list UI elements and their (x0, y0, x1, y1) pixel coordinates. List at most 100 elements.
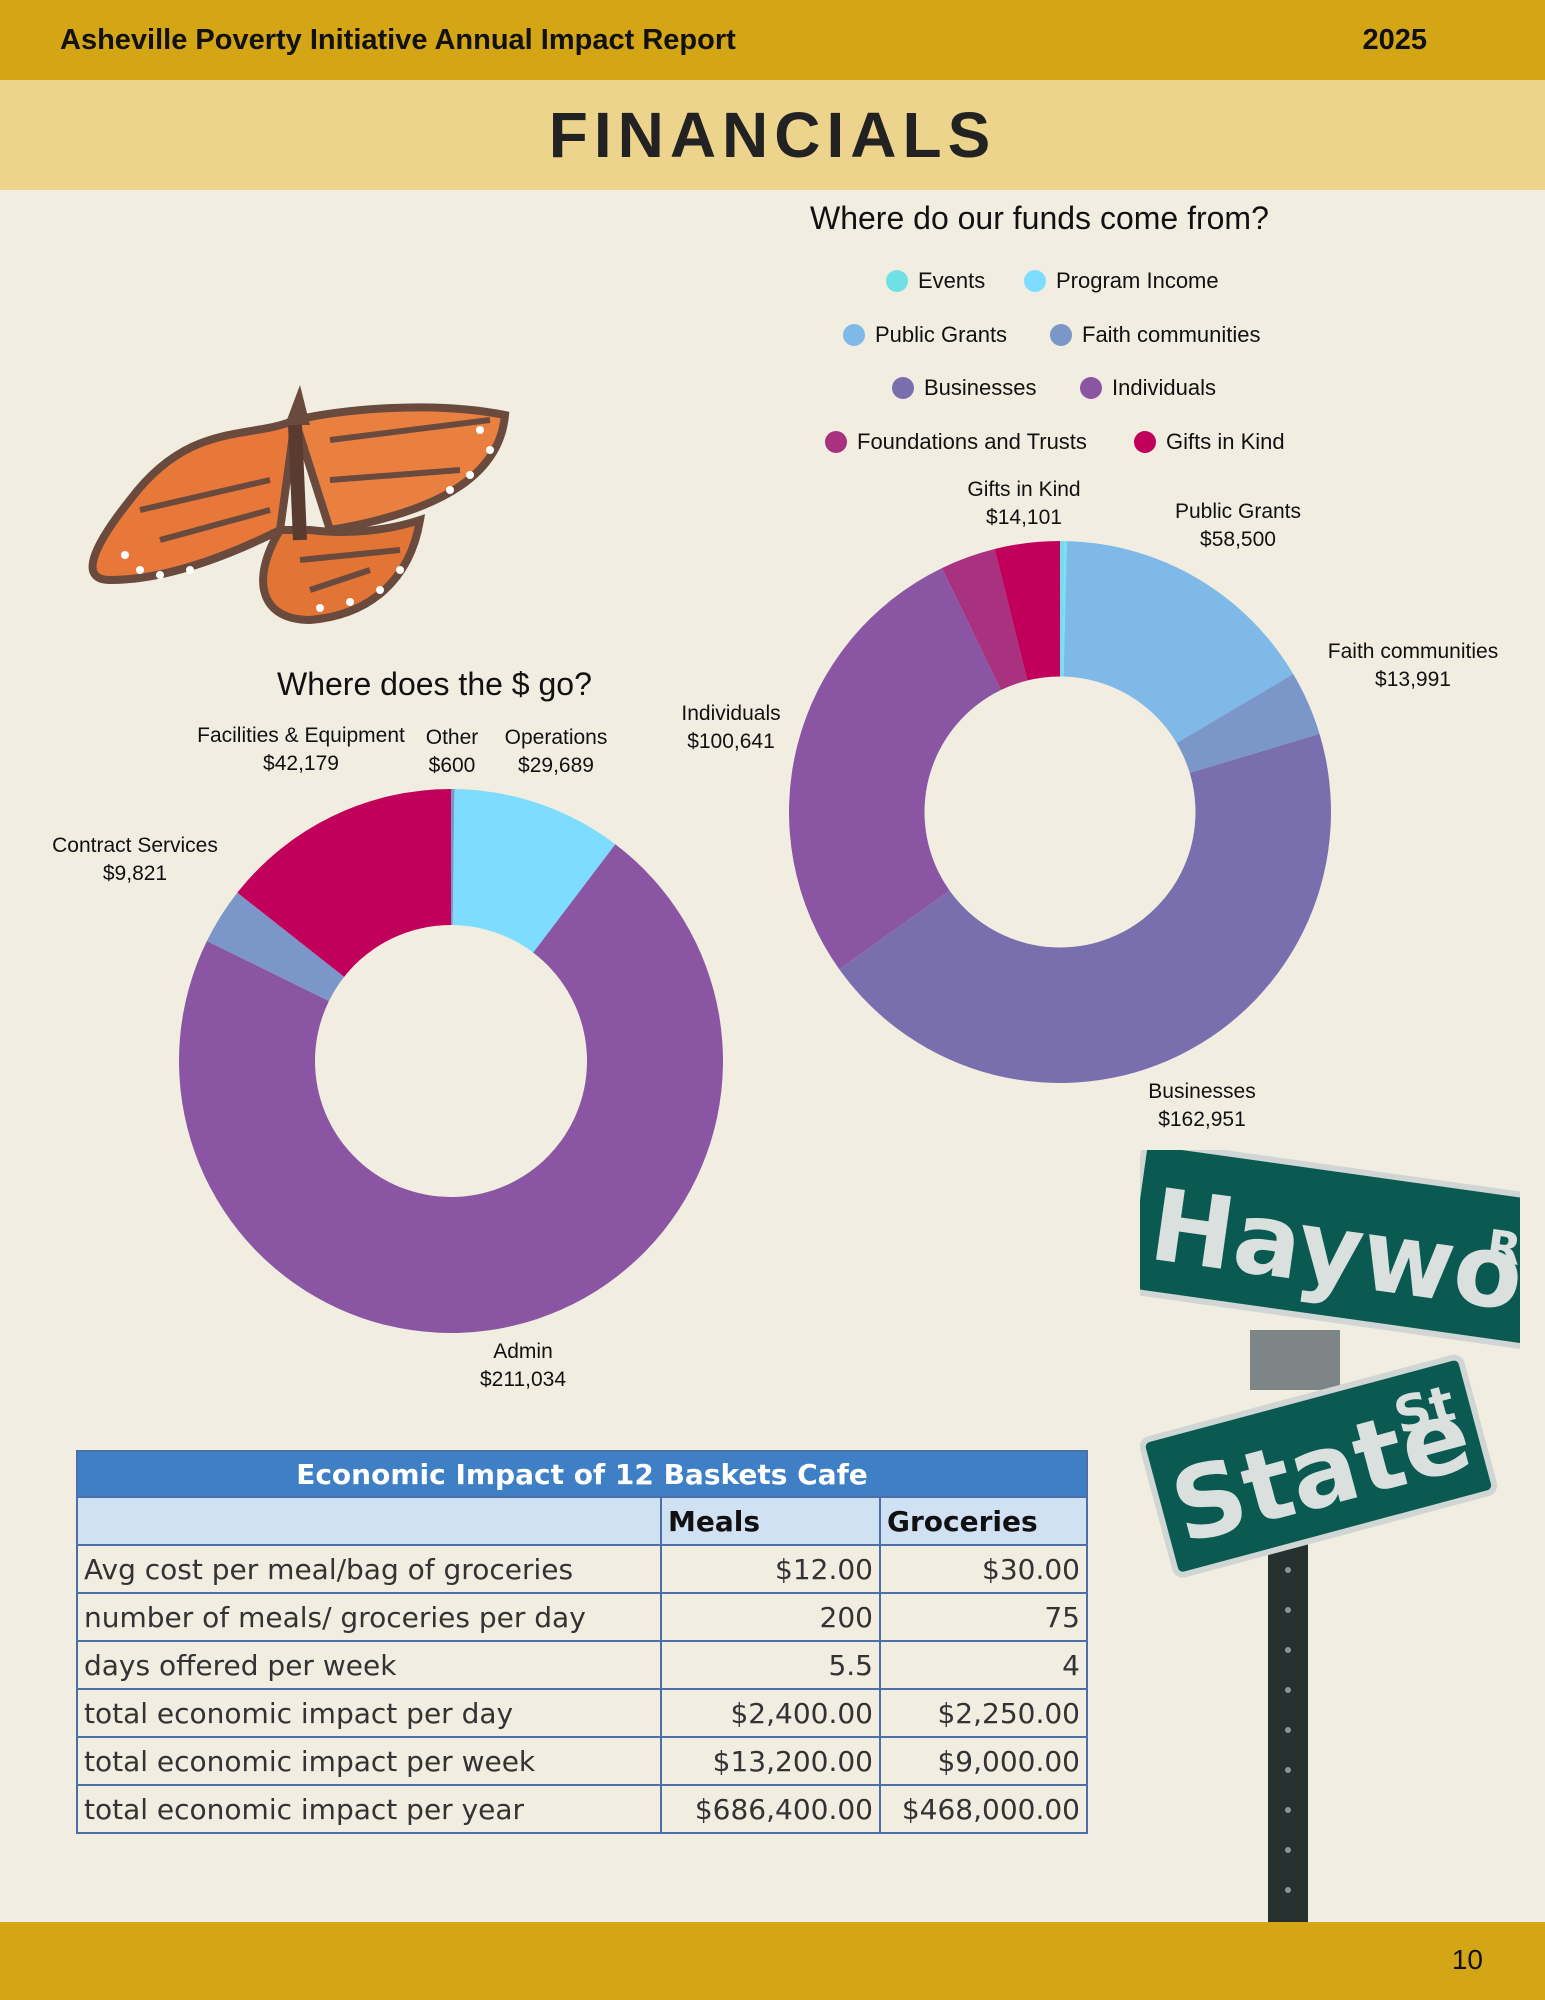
groceries-cell: 75 (879, 1592, 1088, 1642)
legend-item-foundations-and-trusts: Foundations and Trusts (825, 429, 1087, 455)
funds-slice-label-public-grants: Public Grants $58,500 (1175, 498, 1301, 554)
row-label: Avg cost per meal/bag of groceries (76, 1544, 662, 1594)
legend-item-events: Events (886, 268, 985, 294)
legend-swatch (892, 377, 914, 399)
header-cell-empty (76, 1496, 662, 1546)
slice-label-value: $58,500 (1200, 528, 1276, 551)
header-cell-meals: Meals (660, 1496, 881, 1546)
section-banner: FINANCIALS (0, 80, 1545, 190)
slice-label-value: $14,101 (986, 506, 1062, 529)
page-number: 10 (1451, 1944, 1483, 1975)
slice-businesses (839, 733, 1331, 1083)
legend-swatch (1134, 431, 1156, 453)
row-label: total economic impact per day (76, 1688, 662, 1738)
slice-label-value: $29,689 (518, 754, 594, 777)
legend-swatch (843, 324, 865, 346)
spending-donut-chart (179, 789, 724, 1333)
legend-label: Individuals (1112, 375, 1216, 400)
section-heading: FINANCIALS (548, 99, 997, 171)
slice-operations (452, 789, 616, 953)
legend-item-faith-communities: Faith communities (1050, 322, 1261, 348)
funds-slice-label-faith-communities: Faith communities $13,991 (1328, 638, 1498, 694)
legend-swatch (825, 431, 847, 453)
slice-label-name: Faith communities (1327, 640, 1499, 663)
funds-slice-label-businesses: Businesses $162,951 (1148, 1078, 1255, 1134)
slice-faith-communities (1176, 674, 1320, 773)
legend-label: Faith communities (1082, 322, 1261, 347)
legend-item-individuals: Individuals (1080, 375, 1216, 401)
row-label: total economic impact per week (76, 1736, 662, 1786)
slice-label-value: $600 (428, 754, 476, 777)
row-label: number of meals/ groceries per day (76, 1592, 662, 1642)
slice-contract-services (206, 892, 345, 1001)
funds-slice-label-individuals: Individuals $100,641 (681, 700, 780, 756)
slice-label-name: Operations (504, 726, 608, 749)
groceries-cell: $2,250.00 (879, 1688, 1088, 1738)
slice-label-name: Public Grants (1174, 500, 1302, 523)
slice-label-name: Other (425, 726, 479, 749)
slice-label-value: $211,034 (479, 1368, 567, 1391)
legend-item-program-income: Program Income (1024, 268, 1219, 294)
table-row: days offered per week 5.5 4 (76, 1640, 1088, 1690)
slice-events (1060, 541, 1065, 677)
groceries-cell: $9,000.00 (879, 1736, 1088, 1786)
street-sign-image: Haywood Rd State St (1140, 1150, 1520, 1922)
meals-cell: $686,400.00 (660, 1784, 881, 1834)
table-row: total economic impact per year $686,400.… (76, 1784, 1088, 1834)
meals-cell: 5.5 (660, 1640, 881, 1690)
slice-admin (179, 844, 724, 1333)
sign-text-rd: Rd (1483, 1221, 1520, 1281)
legend-label: Gifts in Kind (1166, 429, 1285, 454)
slice-label-value: $13,991 (1375, 668, 1451, 691)
footer-bar: 10 (0, 1922, 1545, 2000)
economic-impact-table: Economic Impact of 12 Baskets Cafe Meals… (76, 1450, 1088, 1834)
meals-cell: $2,400.00 (660, 1688, 881, 1738)
groceries-cell: 4 (879, 1640, 1088, 1690)
meals-cell: 200 (660, 1592, 881, 1642)
row-label: days offered per week (76, 1640, 662, 1690)
table-row: total economic impact per day $2,400.00 … (76, 1688, 1088, 1738)
legend-item-gifts-in-kind: Gifts in Kind (1134, 429, 1285, 455)
funds-slice-label-gifts-in-kind: Gifts in Kind $14,101 (967, 476, 1080, 532)
legend-item-public-grants: Public Grants (843, 322, 1007, 348)
spend-slice-label-other: Other $600 (426, 724, 479, 780)
row-label: total economic impact per year (76, 1784, 662, 1834)
slice-label-value: $100,641 (687, 730, 775, 753)
slice-label-name: Admin (493, 1340, 553, 1363)
legend-label: Foundations and Trusts (857, 429, 1087, 454)
slice-label-name: Businesses (1148, 1080, 1256, 1103)
legend-label: Businesses (924, 375, 1037, 400)
groceries-cell: $468,000.00 (879, 1784, 1088, 1834)
funds-donut-chart (789, 541, 1331, 1083)
legend-swatch (1024, 270, 1046, 292)
legend-label: Public Grants (875, 322, 1008, 347)
slice-program-income (1062, 541, 1068, 677)
funds-chart-title: Where do our funds come from? (810, 200, 1269, 236)
legend-label: Events (918, 268, 986, 293)
legend-label: Program Income (1056, 268, 1219, 293)
table-row: total economic impact per week $13,200.0… (76, 1736, 1088, 1786)
table-header-row: Meals Groceries (76, 1496, 1088, 1546)
table-caption-row: Economic Impact of 12 Baskets Cafe (76, 1450, 1088, 1498)
slice-label-name: Facilities & Equipment (197, 724, 405, 747)
legend-swatch (1080, 377, 1102, 399)
report-title: Asheville Poverty Initiative Annual Impa… (60, 24, 736, 56)
slice-label-name: Contract Services (52, 834, 218, 857)
slice-label-name: Gifts in Kind (967, 478, 1081, 501)
meals-cell: $12.00 (660, 1544, 881, 1594)
meals-cell: $13,200.00 (660, 1736, 881, 1786)
spend-slice-label-operations: Operations $29,689 (505, 724, 608, 780)
spending-chart-title: Where does the $ go? (277, 666, 592, 702)
legend-item-businesses: Businesses (892, 375, 1037, 401)
table-row: Avg cost per meal/bag of groceries $12.0… (76, 1544, 1088, 1594)
spend-slice-label-facilities: Facilities & Equipment $42,179 (197, 722, 405, 778)
slice-gifts-in-kind (994, 541, 1060, 681)
slice-public-grants (1063, 541, 1294, 744)
butterfly-image (88, 385, 510, 625)
legend-swatch (1050, 324, 1072, 346)
legend-swatch (886, 270, 908, 292)
header-cell-groceries: Groceries (879, 1496, 1088, 1546)
groceries-cell: $30.00 (879, 1544, 1088, 1594)
table-row: number of meals/ groceries per day 200 7… (76, 1592, 1088, 1642)
slice-facilities-equipment (237, 789, 451, 977)
